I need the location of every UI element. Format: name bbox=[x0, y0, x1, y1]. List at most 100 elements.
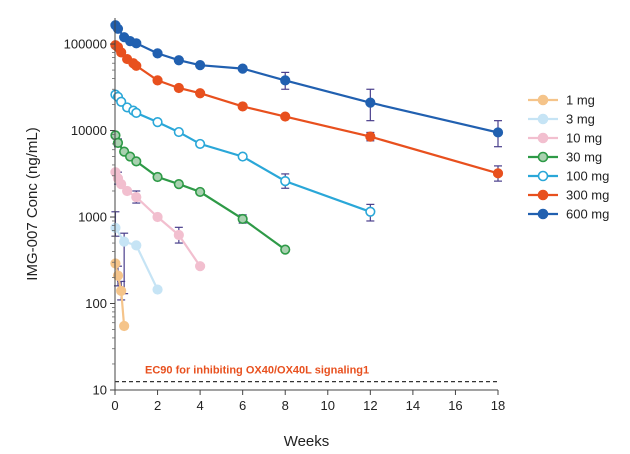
x-tick-label: 0 bbox=[111, 398, 118, 413]
legend-swatch-marker bbox=[537, 170, 549, 182]
x-tick-label: 2 bbox=[154, 398, 161, 413]
legend-label: 300 mg bbox=[566, 188, 609, 203]
data-point bbox=[112, 270, 124, 281]
data-point bbox=[237, 213, 248, 225]
data-point bbox=[131, 191, 142, 203]
series-30-mg bbox=[110, 130, 291, 255]
axes bbox=[114, 18, 498, 391]
legend-label: 100 mg bbox=[566, 169, 609, 184]
data-point bbox=[195, 60, 206, 71]
data-point bbox=[365, 206, 376, 217]
data-point bbox=[131, 107, 142, 118]
x-tick-label: 16 bbox=[448, 398, 462, 413]
data-point bbox=[237, 151, 248, 162]
series-600-mg bbox=[110, 20, 504, 138]
data-point bbox=[195, 88, 206, 99]
x-axis-title: Weeks bbox=[284, 433, 330, 450]
data-point bbox=[492, 127, 504, 138]
x-tick-label: 18 bbox=[491, 398, 505, 413]
series-line bbox=[114, 44, 499, 175]
data-point bbox=[112, 23, 124, 34]
data-point bbox=[195, 138, 206, 150]
x-tick-label: 4 bbox=[196, 398, 203, 413]
series-layer bbox=[110, 20, 504, 332]
legend-swatch-marker bbox=[537, 132, 549, 144]
legend-label: 600 mg bbox=[566, 207, 609, 222]
data-point bbox=[173, 179, 184, 190]
x-tick-label: 8 bbox=[282, 398, 289, 413]
data-point bbox=[237, 101, 248, 112]
data-point bbox=[152, 284, 163, 295]
legend-item: 300 mg bbox=[528, 188, 609, 203]
data-point bbox=[152, 75, 163, 86]
data-point bbox=[116, 285, 127, 296]
data-point bbox=[280, 176, 291, 187]
legend-swatch-marker bbox=[537, 189, 549, 201]
data-point bbox=[152, 171, 163, 183]
ec90-annotation: EC90 for inhibiting OX40/OX40L signaling… bbox=[145, 365, 369, 377]
data-point bbox=[280, 75, 291, 86]
y-tick-label: 1000 bbox=[78, 210, 107, 225]
data-point bbox=[195, 261, 206, 272]
data-point bbox=[116, 47, 127, 58]
series-10-mg bbox=[110, 167, 206, 272]
legend-label: 30 mg bbox=[566, 150, 602, 165]
y-tick-label: 10000 bbox=[71, 123, 107, 138]
data-point bbox=[116, 179, 127, 190]
series-100-mg bbox=[110, 89, 376, 217]
series-300-mg bbox=[110, 40, 504, 179]
legend-swatch-marker bbox=[537, 94, 549, 106]
legend-item: 3 mg bbox=[528, 112, 595, 127]
data-point bbox=[119, 320, 130, 332]
y-tick-label: 100000 bbox=[64, 37, 107, 52]
legend-swatch-marker bbox=[537, 151, 549, 163]
series-line bbox=[114, 134, 286, 251]
legend-item: 100 mg bbox=[528, 169, 609, 184]
data-point bbox=[116, 96, 127, 107]
legend-item: 1 mg bbox=[528, 93, 595, 108]
y-tick-label: 10 bbox=[93, 383, 107, 398]
data-point bbox=[173, 229, 184, 241]
data-point bbox=[152, 48, 163, 59]
data-point bbox=[365, 97, 376, 108]
data-point bbox=[492, 168, 504, 179]
series-line bbox=[114, 24, 499, 134]
data-point bbox=[173, 82, 184, 94]
legend: 1 mg 3 mg 10 mg 30 mg 100 mg 300 mg 600 mg bbox=[528, 93, 609, 222]
legend-swatch-marker bbox=[537, 208, 549, 220]
data-point bbox=[131, 240, 142, 251]
data-point bbox=[131, 156, 142, 167]
data-point bbox=[152, 211, 163, 223]
legend-label: 10 mg bbox=[566, 131, 602, 146]
data-point bbox=[152, 117, 163, 128]
legend-swatch-marker bbox=[537, 113, 549, 125]
data-point bbox=[237, 63, 248, 74]
x-tick-label: 14 bbox=[406, 398, 420, 413]
series-line bbox=[114, 263, 126, 327]
legend-label: 1 mg bbox=[566, 93, 595, 108]
data-point bbox=[131, 60, 142, 71]
data-point bbox=[119, 236, 130, 247]
data-point bbox=[122, 185, 133, 197]
series-line bbox=[114, 227, 159, 291]
data-point bbox=[112, 137, 124, 148]
tick-labels: 0 2 4 6 8 10 12 14 16 18 10 100 1000 10000 100000 bbox=[64, 37, 506, 413]
data-point bbox=[280, 111, 291, 122]
y-tick-label: 100 bbox=[85, 296, 107, 311]
x-tick-label: 6 bbox=[239, 398, 246, 413]
data-point bbox=[173, 126, 184, 138]
data-point bbox=[195, 186, 206, 198]
legend-item: 30 mg bbox=[528, 150, 602, 165]
data-point bbox=[173, 55, 184, 66]
x-tick-label: 10 bbox=[321, 398, 335, 413]
data-point bbox=[280, 244, 291, 255]
y-axis-title: IMG-007 Conc (ng/mL) bbox=[24, 127, 41, 280]
data-point bbox=[365, 131, 376, 142]
legend-item: 600 mg bbox=[528, 207, 609, 222]
series-3-mg bbox=[110, 222, 163, 295]
x-tick-label: 12 bbox=[363, 398, 377, 413]
legend-label: 3 mg bbox=[566, 112, 595, 127]
data-point bbox=[131, 38, 142, 49]
series-1-mg bbox=[110, 258, 130, 332]
